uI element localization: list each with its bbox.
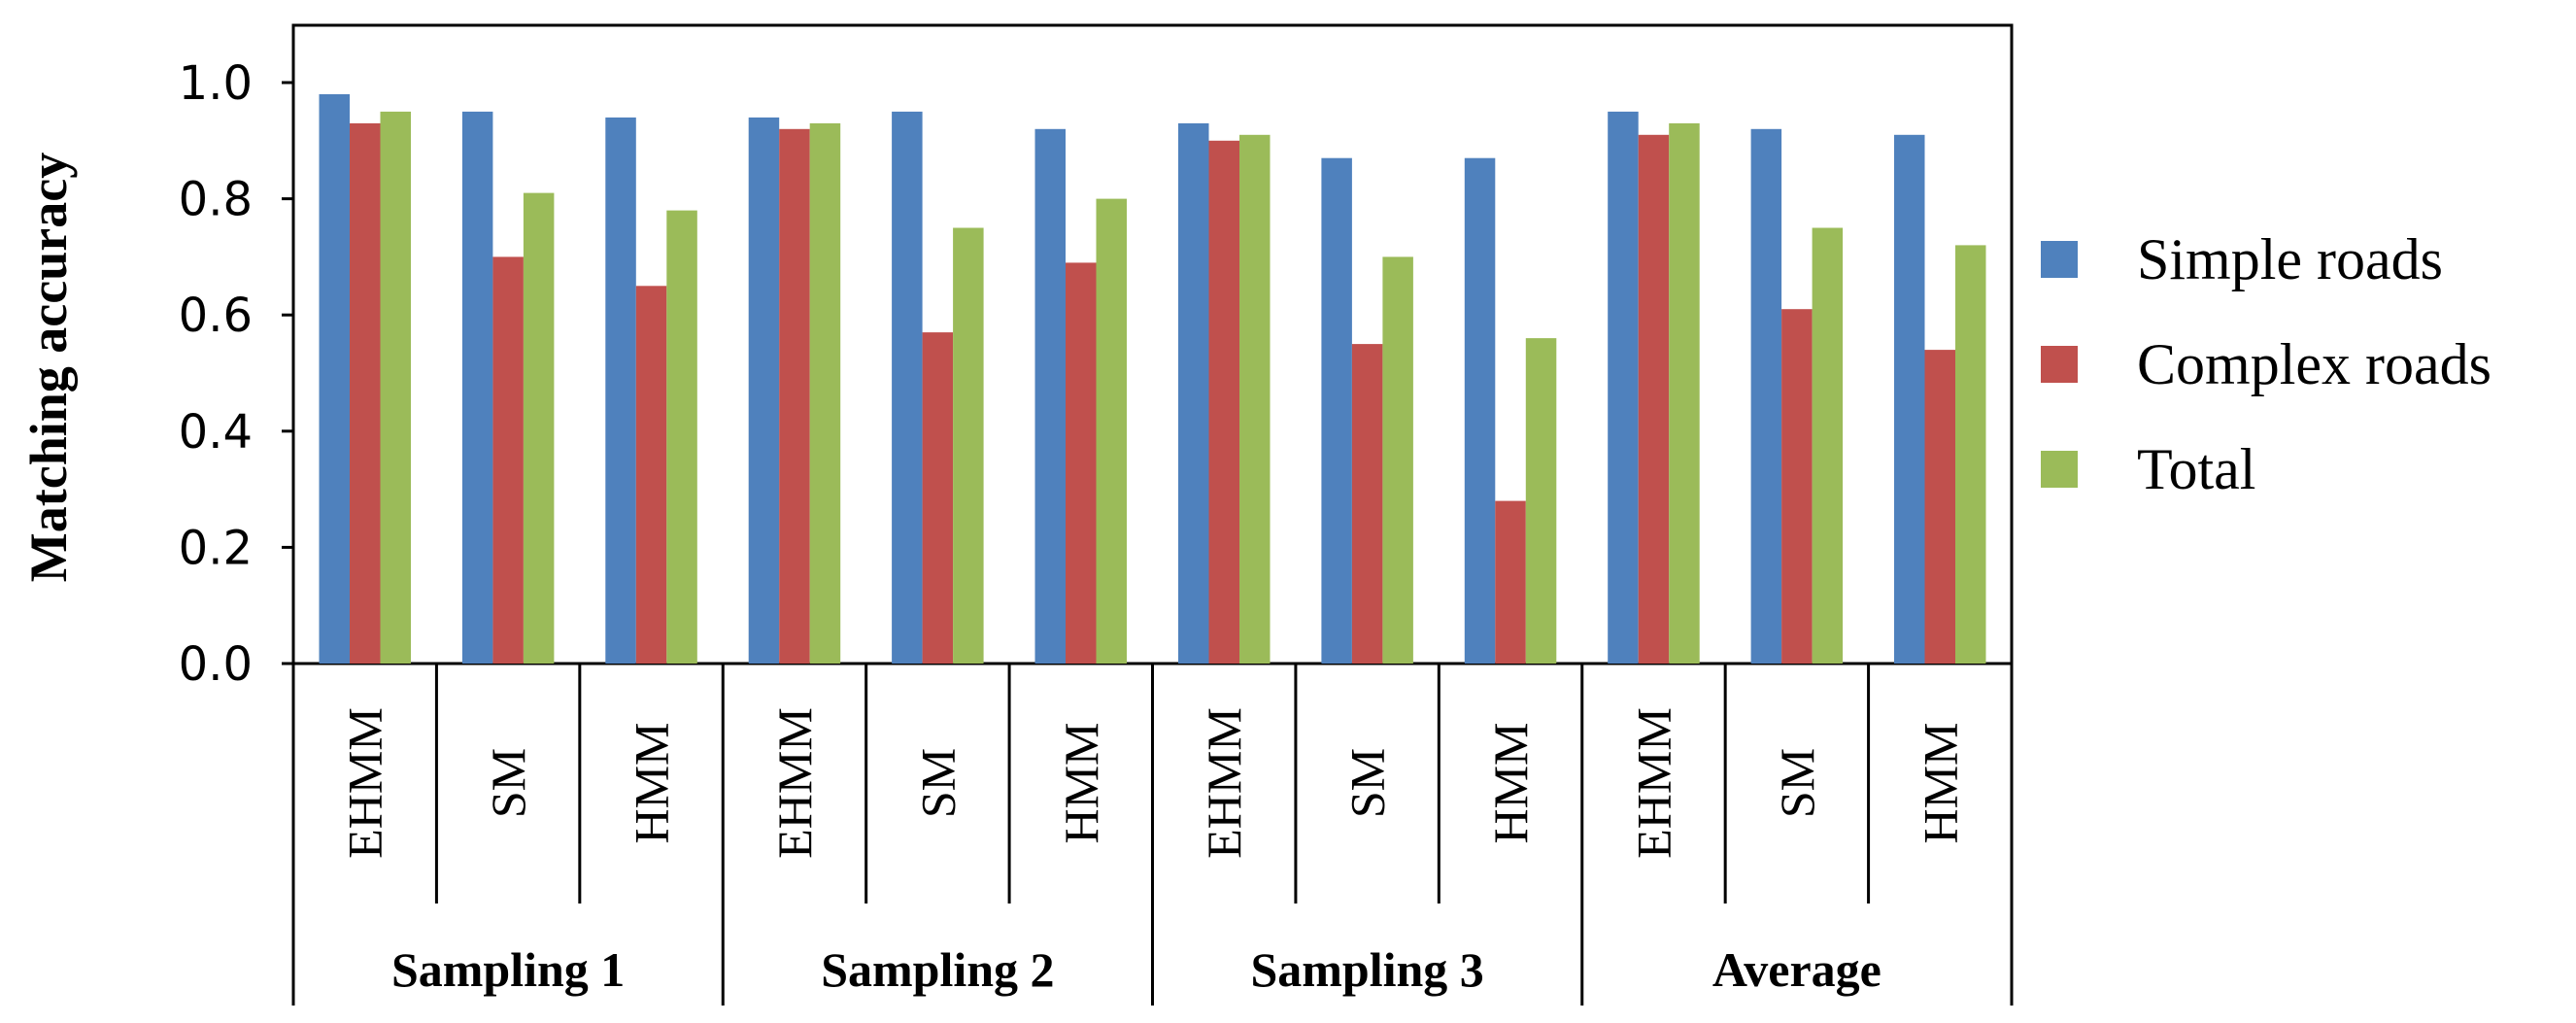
x-tick-label-ehmm: EHMM (767, 707, 822, 859)
x-tick-label-hmm: HMM (1483, 722, 1538, 843)
group-label-sampling-2: Sampling 2 (821, 942, 1054, 997)
x-tick-label-ehmm: EHMM (1626, 707, 1680, 859)
x-tick-label-ehmm: EHMM (338, 707, 392, 859)
bar-total-10 (1669, 122, 1700, 664)
bar-complex-roads-3 (635, 286, 667, 664)
bar-complex-roads-2 (492, 256, 524, 664)
bar-total-3 (666, 210, 697, 664)
bar-simple-roads-10 (1608, 111, 1639, 664)
legend: Simple roads Complex roads Total (2041, 227, 2491, 501)
bar-complex-roads-4 (779, 128, 810, 665)
bars (319, 94, 1986, 665)
y-tick-label: 0.2 (179, 521, 253, 575)
bar-simple-roads-5 (892, 111, 923, 664)
x-tick-label-hmm: HMM (1913, 722, 1967, 843)
legend-swatch-simple-roads (2041, 241, 2078, 278)
x-tick-label-sm: SM (1770, 748, 1824, 818)
y-tick-label: 1.0 (179, 56, 253, 111)
bar-simple-roads-12 (1894, 134, 1925, 665)
y-tick-label: 0.0 (179, 637, 253, 692)
bar-complex-roads-8 (1351, 344, 1383, 664)
bar-total-12 (1955, 245, 1986, 664)
bar-total-2 (523, 192, 555, 664)
bar-total-7 (1239, 134, 1271, 665)
group-label-sampling-1: Sampling 1 (391, 942, 625, 997)
x-tick-label-sm: SM (481, 748, 535, 818)
group-label-average: Average (1712, 942, 1881, 997)
y-axis: 0.0 0.2 0.4 0.6 0.8 1.0 (179, 56, 293, 692)
x-tick-label-sm: SM (910, 748, 965, 818)
bar-total-9 (1525, 338, 1557, 664)
bar-total-11 (1812, 227, 1844, 664)
bar-simple-roads-8 (1321, 157, 1352, 664)
bar-simple-roads-11 (1750, 128, 1782, 665)
x-tick-label-ehmm: EHMM (1197, 707, 1251, 859)
bar-total-4 (809, 122, 841, 664)
x-axis: EHMM SM HMM EHMM SM HMM EHMM SM HMM EHMM SM HMM Samp… (291, 664, 2014, 1006)
x-tick-label-hmm: HMM (1054, 722, 1108, 843)
bar-simple-roads-2 (461, 111, 493, 664)
x-tick-label-sm: SM (1340, 748, 1395, 818)
bar-total-8 (1382, 256, 1413, 664)
bar-total-6 (1096, 198, 1127, 664)
bar-complex-roads-10 (1638, 134, 1670, 665)
group-label-sampling-3: Sampling 3 (1250, 942, 1483, 997)
bar-complex-roads-9 (1495, 500, 1526, 664)
bar-complex-roads-11 (1781, 309, 1813, 664)
bar-simple-roads-3 (605, 117, 636, 664)
y-tick-label: 0.8 (179, 173, 253, 227)
legend-label-simple-roads: Simple roads (2137, 227, 2443, 291)
bar-complex-roads-6 (1066, 262, 1097, 664)
legend-label-complex-roads: Complex roads (2137, 332, 2491, 396)
x-tick-label-hmm: HMM (625, 722, 679, 843)
y-tick-label: 0.6 (179, 289, 253, 343)
legend-swatch-total (2041, 451, 2078, 488)
bar-complex-roads-5 (922, 332, 954, 664)
bar-simple-roads-6 (1034, 128, 1066, 665)
bar-simple-roads-9 (1464, 157, 1496, 664)
bar-complex-roads-1 (350, 122, 381, 664)
bar-simple-roads-7 (1178, 122, 1209, 664)
legend-label-total: Total (2137, 437, 2255, 501)
y-tick-label: 0.4 (179, 405, 253, 460)
bar-total-1 (380, 111, 411, 664)
y-axis-label: Matching accuracy (19, 153, 78, 582)
bar-total-5 (953, 227, 984, 664)
bar-complex-roads-12 (1924, 350, 1955, 664)
bar-simple-roads-4 (748, 117, 780, 664)
bar-complex-roads-7 (1208, 140, 1239, 665)
bar-simple-roads-1 (319, 94, 350, 664)
legend-swatch-complex-roads (2041, 346, 2078, 383)
